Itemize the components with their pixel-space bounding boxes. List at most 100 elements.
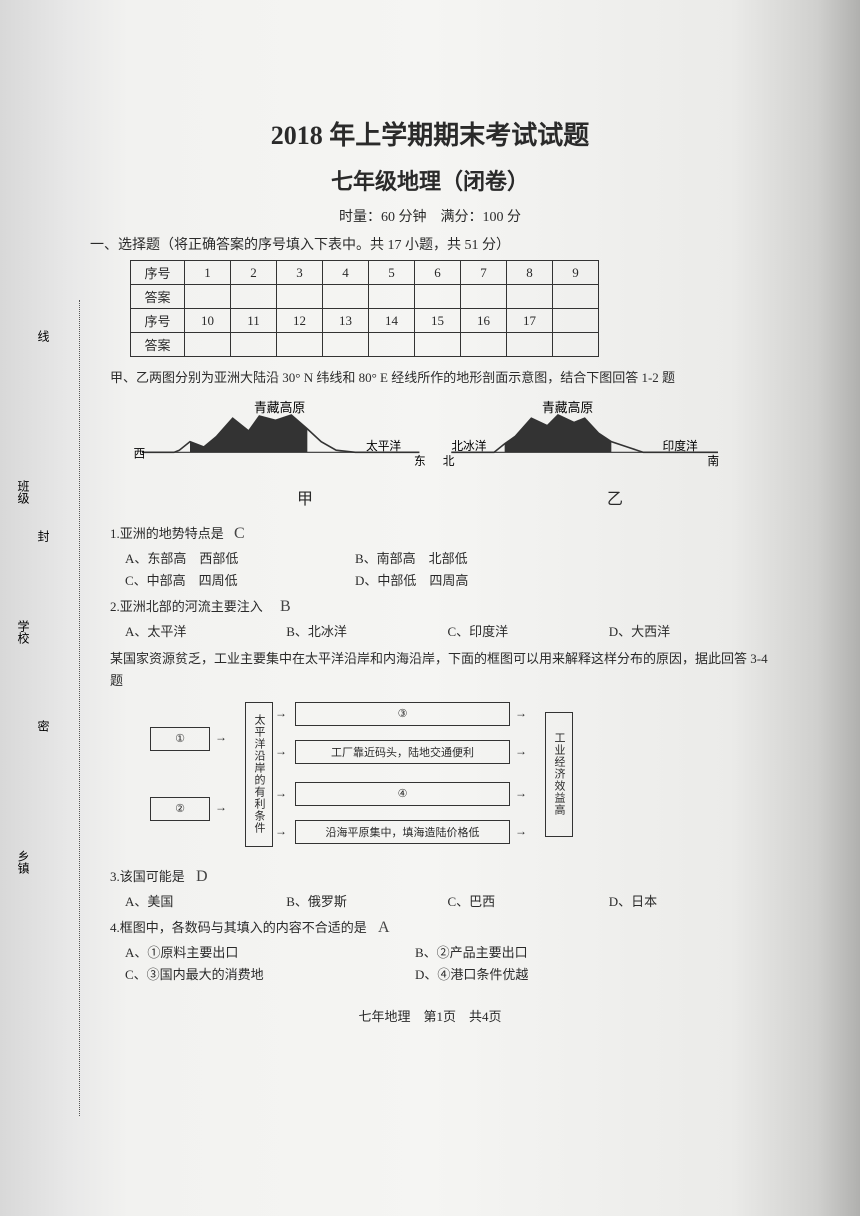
opt-c: C、巴西 — [448, 891, 609, 913]
question-4: 4.框图中，各数码与其填入的内容不合适的是 A — [110, 917, 770, 939]
label-pacific: 太平洋 — [366, 439, 401, 453]
cell[interactable] — [507, 285, 553, 309]
cell: 15 — [415, 309, 461, 333]
cell[interactable] — [461, 333, 507, 357]
cell: 4 — [323, 261, 369, 285]
label-south: 南 — [707, 454, 719, 468]
arrow-icon: → — [275, 786, 287, 801]
peak-label-right: 青藏高原 — [542, 400, 593, 415]
question-3: 3.该国可能是 D — [110, 866, 770, 888]
opt-c: C、中部高 四周低 — [125, 570, 355, 592]
row-label: 答案 — [131, 333, 185, 357]
cell[interactable] — [415, 333, 461, 357]
q2-options: A、太平洋 B、北冰洋 C、印度洋 D、大西洋 — [125, 621, 770, 643]
margin-xiangzhen: 乡镇 — [15, 850, 32, 874]
row-label: 序号 — [131, 309, 185, 333]
flow-row-2: 工厂靠近码头，陆地交通便利 — [295, 740, 510, 764]
opt-b: B、俄罗斯 — [286, 891, 447, 913]
cell: 1 — [185, 261, 231, 285]
q3-text: 3.该国可能是 — [110, 869, 185, 884]
cell: 11 — [231, 309, 277, 333]
arrow-icon: → — [515, 824, 527, 839]
arrow-icon: → — [275, 744, 287, 759]
cell[interactable] — [369, 285, 415, 309]
opt-a: A、美国 — [125, 891, 286, 913]
answer-table: 序号 1 2 3 4 5 6 7 8 9 答案 序号 10 11 12 13 1… — [130, 260, 599, 357]
cell[interactable] — [277, 285, 323, 309]
opt-b: B、北冰洋 — [286, 621, 447, 643]
arrow-icon: → — [515, 706, 527, 721]
cell: 2 — [231, 261, 277, 285]
q3-options: A、美国 B、俄罗斯 C、巴西 D、日本 — [125, 891, 770, 913]
q1-text: 1.亚洲的地势特点是 — [110, 526, 224, 541]
cell: 13 — [323, 309, 369, 333]
q1-handwritten-answer: C — [234, 520, 245, 547]
cell: 17 — [507, 309, 553, 333]
label-east: 东 — [414, 455, 426, 468]
exam-page: 2018 年上学期期末考试试题 七年级地理（闭卷） 时量：60 分钟 满分：10… — [90, 115, 770, 1025]
terrain-fill-jia — [190, 415, 307, 452]
terrain-fill-yi — [505, 415, 612, 452]
cell: 12 — [277, 309, 323, 333]
opt-c: C、③国内最大的消费地 — [125, 964, 355, 986]
label-jia: 甲 — [297, 485, 313, 509]
table-row: 序号 1 2 3 4 5 6 7 8 9 — [131, 261, 599, 285]
table-row: 序号 10 11 12 13 14 15 16 17 — [131, 309, 599, 333]
q2-text: 2.亚洲北部的河流主要注入 — [110, 599, 263, 614]
table-row: 答案 — [131, 333, 599, 357]
terrain-svg: 青藏高原 青藏高原 西 太平洋 东 北冰洋 北 印度洋 南 — [120, 399, 740, 479]
flow-box-3: ③ — [295, 702, 510, 726]
cell[interactable] — [185, 333, 231, 357]
cell[interactable] — [185, 285, 231, 309]
opt-b: B、南部高 北部低 — [355, 548, 468, 570]
arrow-icon: → — [215, 800, 227, 815]
passage-2: 某国家资源贫乏，工业主要集中在太平洋沿岸和内海沿岸，下面的框图可以用来解释这样分… — [110, 648, 770, 692]
q4-handwritten-answer: A — [378, 914, 390, 941]
flow-box-2: ② — [150, 797, 210, 821]
q4-text: 4.框图中，各数码与其填入的内容不合适的是 — [110, 920, 367, 935]
cell: 9 — [553, 261, 599, 285]
terrain-diagram: 青藏高原 青藏高原 西 太平洋 东 北冰洋 北 印度洋 南 — [120, 399, 740, 479]
flow-box-1: ① — [150, 727, 210, 751]
cell[interactable] — [277, 333, 323, 357]
sub-title: 七年级地理（闭卷） — [90, 164, 770, 196]
opt-c: C、印度洋 — [448, 621, 609, 643]
time-score: 时量：60 分钟 满分：100 分 — [90, 206, 770, 226]
q3-handwritten-answer: D — [196, 863, 208, 890]
margin-xian: 线 — [35, 330, 52, 342]
opt-d: D、中部低 四周高 — [355, 570, 468, 592]
margin-banji: 班级 — [15, 480, 32, 504]
margin-feng: 封 — [35, 530, 52, 542]
cell[interactable] — [507, 333, 553, 357]
cell: 3 — [277, 261, 323, 285]
cell[interactable] — [415, 285, 461, 309]
diagram-bottom-labels: 甲 乙 — [150, 485, 770, 509]
label-west: 西 — [133, 448, 145, 461]
cell[interactable] — [553, 285, 599, 309]
cell: 8 — [507, 261, 553, 285]
arrow-icon: → — [515, 786, 527, 801]
flow-row-4: 沿海平原集中，填海造陆价格低 — [295, 820, 510, 844]
cell[interactable] — [553, 333, 599, 357]
cell[interactable] — [369, 333, 415, 357]
cell: 5 — [369, 261, 415, 285]
opt-a: A、太平洋 — [125, 621, 286, 643]
cell: 6 — [415, 261, 461, 285]
cell[interactable] — [461, 285, 507, 309]
peak-label-left: 青藏高原 — [254, 400, 305, 415]
arrow-icon: → — [275, 824, 287, 839]
main-title: 2018 年上学期期末考试试题 — [90, 115, 770, 152]
opt-d: D、④港口条件优越 — [415, 964, 528, 986]
label-yi: 乙 — [607, 485, 623, 509]
opt-b: B、②产品主要出口 — [415, 942, 528, 964]
label-arctic: 北冰洋 — [451, 439, 486, 453]
cell[interactable] — [323, 333, 369, 357]
opt-d: D、日本 — [609, 891, 770, 913]
binding-margin: 线 封 班级 学校 密 乡镇 — [50, 300, 80, 1116]
arrow-icon: → — [515, 744, 527, 759]
opt-a: A、东部高 西部低 — [125, 548, 355, 570]
cell — [553, 309, 599, 333]
cell[interactable] — [231, 285, 277, 309]
cell[interactable] — [323, 285, 369, 309]
cell[interactable] — [231, 333, 277, 357]
